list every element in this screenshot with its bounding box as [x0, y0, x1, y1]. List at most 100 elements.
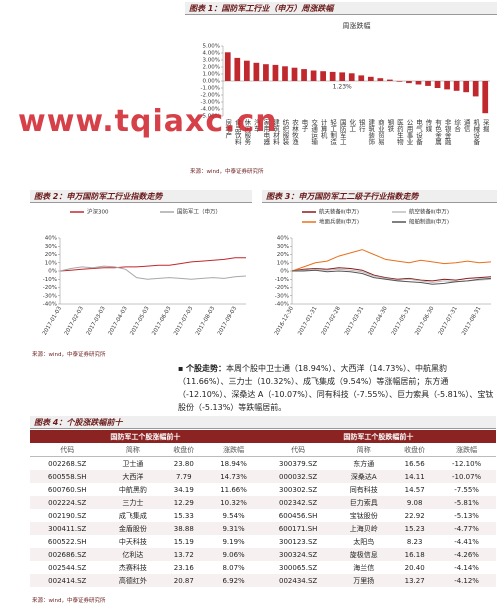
column-header: 简称	[104, 443, 162, 457]
figure-caption: 图表 3：申万国防军工二级子行业指数走势	[262, 190, 497, 203]
column-header: 涨跌幅	[206, 443, 261, 457]
table-cell: 11.66%	[220, 485, 247, 494]
x-tick-label: 商业贸易	[376, 118, 384, 147]
table-cell: 002434.SZ	[260, 574, 336, 587]
table-row: 600558.SH 大西洋 7.79 14.73% 000032.SZ 深桑达A 14.11…	[30, 470, 496, 483]
source: 来源：wind，中泰证券研究所	[32, 352, 106, 358]
y-tick-label: -40%	[43, 302, 57, 308]
source: 来源：wind，中泰证券研究所	[32, 598, 106, 604]
x-tick-label: 建筑装饰	[367, 118, 375, 147]
bar	[301, 69, 307, 81]
table-cell: 300379.SZ	[279, 459, 318, 468]
table-cell: 600456.SH	[278, 511, 318, 520]
y-tick-label: -5.00%	[201, 114, 220, 120]
bar	[358, 75, 365, 81]
table-cell: 002190.SZ	[48, 511, 87, 520]
bar	[425, 81, 431, 86]
x-tick-label: 2017-03-03	[86, 305, 107, 336]
y-tick-label: -20%	[43, 285, 57, 291]
bar	[272, 64, 279, 81]
table-cell: 三力士	[104, 496, 162, 509]
table-cell: 002268.SZ	[48, 459, 87, 468]
table-cell: 巨力索具	[335, 496, 393, 509]
paragraph: ▪ 个股走势：本周个股中卫士通（18.94%）、大西洋（14.73%）、中航黑豹…	[178, 364, 494, 412]
bar	[415, 81, 422, 85]
line	[291, 267, 492, 282]
y-tick-label: -2.00%	[201, 93, 220, 99]
table-cell: 太阳鸟	[353, 537, 375, 546]
x-tick-label: 国防军工	[338, 119, 346, 146]
table-cell: 15.33	[173, 511, 194, 520]
table-cell: 9.31%	[206, 522, 261, 535]
column-header: 涨跌幅	[437, 443, 496, 457]
bar	[291, 67, 298, 81]
x-tick-label: 计算机	[319, 118, 327, 140]
annotation: 1.23%	[333, 84, 352, 91]
table-cell: 600760.SH	[47, 485, 87, 494]
column-header: 简称	[335, 443, 393, 457]
x-tick-label: 交通运输	[310, 118, 318, 147]
column-header: 收盘价	[161, 443, 207, 457]
x-tick-label: 电气设备	[414, 118, 422, 147]
y-tick-label: -3.00%	[201, 100, 220, 106]
table-cell: 002686.SZ	[30, 548, 105, 561]
bar	[472, 81, 479, 97]
bar	[463, 81, 470, 93]
table-cell: -12.10%	[451, 459, 482, 468]
x-tick-label: 2017-06-03	[151, 305, 172, 336]
column-header: 收盘价	[392, 443, 438, 457]
table: 国防军工个股涨幅前十 国防军工个股跌幅前十 代码 简称 收盘价 涨跌幅 代码 简称 收盘价 涨跌…	[30, 430, 496, 587]
y-tick-label: 30%	[277, 244, 289, 250]
x-tick-label: 化工	[348, 118, 356, 133]
legend-label: 国防军工（申万）	[177, 208, 221, 216]
x-tick-label: 建筑材料	[271, 118, 279, 147]
table-cell: 9.08	[392, 496, 438, 509]
bar	[282, 66, 288, 81]
x-tick-label: 2017-05-03	[129, 305, 150, 336]
table-cell: 300324.SZ	[260, 548, 336, 561]
table-cell: 中天科技	[118, 537, 147, 546]
bar	[482, 81, 489, 114]
table-cell: 38.88	[161, 522, 207, 535]
x-tick-label: 2017-08-31	[461, 306, 482, 337]
x-tick-label: 2017-02-03	[64, 305, 85, 336]
bar	[234, 57, 241, 81]
x-tick-label: 2017-07-03	[173, 305, 194, 336]
table-row: 002544.SZ 杰赛科技 23.16 8.07% 300065.SZ 海兰信 20.40…	[30, 561, 496, 574]
table-cell: 34.19	[173, 485, 194, 494]
table-cell: -5.13%	[454, 511, 479, 520]
table-cell: 600522.SH	[47, 537, 87, 546]
x-tick-label: 食品饮料	[233, 118, 241, 147]
bar	[263, 64, 269, 81]
table-row: 600760.SH 中航黑豹 34.19 11.66% 300302.SZ 同有科技 14.…	[30, 483, 496, 496]
x-tick-label: 休闲服务	[243, 118, 251, 147]
y-tick-label: -10%	[275, 277, 289, 283]
x-tick-label: 电子	[300, 118, 308, 133]
table-cell: 16.56	[404, 459, 425, 468]
y-tick-label: -4.00%	[201, 107, 220, 113]
y-tick-label: 40%	[45, 236, 57, 242]
x-tick-label: 传媒	[424, 118, 432, 134]
table-row: 600522.SH 中天科技 15.19 9.19% 300123.SZ 太阳鸟 8.23 -…	[30, 535, 496, 548]
x-tick-label: 采掘	[481, 118, 489, 134]
y-tick-label: -30%	[43, 293, 57, 299]
table-cell: 15.23	[392, 522, 438, 535]
x-tick-label: 2017-01-31	[297, 306, 318, 337]
table-cell: -4.12%	[437, 574, 496, 587]
bar	[406, 81, 412, 84]
y-tick-label: 40%	[277, 236, 289, 242]
bar	[339, 72, 346, 81]
legend-label: 沪深300	[87, 208, 109, 216]
bar	[224, 52, 231, 81]
legend-label: 地面兵装Ⅱ(申万)	[319, 218, 359, 226]
table-cell: 23.16	[173, 563, 194, 572]
table-cell: 600171.SH	[260, 522, 336, 535]
table-cell: 13.27	[392, 574, 438, 587]
table-cell: 600558.SH	[30, 470, 105, 483]
table-cell: 6.92%	[206, 574, 261, 587]
y-tick-label: 4.00%	[203, 51, 220, 57]
figure-caption: 图表 4：个股涨跌幅前十	[30, 416, 496, 429]
bar	[396, 81, 403, 82]
bar	[434, 81, 441, 88]
table-cell: 300065.SZ	[279, 563, 318, 572]
